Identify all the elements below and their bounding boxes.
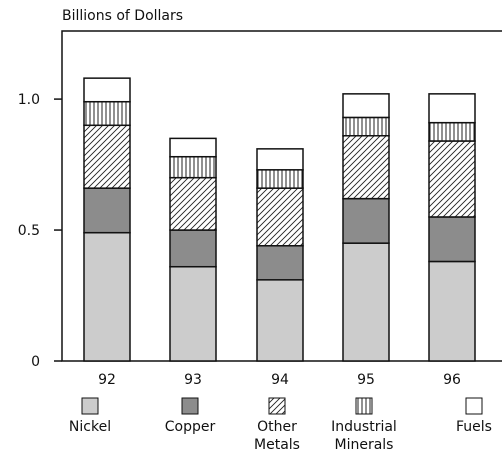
bar-segment [169,176,217,231]
x-tick-label: 94 [271,372,289,388]
bar-segment [83,231,131,362]
legend-label: Industrial Minerals [331,419,397,453]
bar-segment [428,216,476,263]
bar-segment [83,187,131,234]
bar-segment [256,245,304,281]
bar-segment [256,148,304,171]
bar-segment [342,135,390,200]
bar-segment [342,93,390,119]
legend-label: Nickel [68,419,112,435]
y-tick-label: 0.5 [18,223,40,239]
bar-segment [169,229,217,268]
legend-swatch [355,397,373,415]
y-axis-label: Billions of Dollars [62,8,183,24]
bar-segment [256,187,304,247]
bar-segment [169,155,217,179]
y-tick-label: 0 [31,354,40,370]
y-tick-label: 1.0 [18,92,40,108]
bar-segment [169,137,217,158]
x-tick-label: 93 [184,372,202,388]
bar-segment [256,169,304,189]
bar-segment [169,265,217,362]
legend-swatch [81,397,99,415]
bar-segment [83,77,131,103]
bar-segment [428,260,476,362]
legend-swatch [268,397,286,415]
legend-label: Copper [164,419,216,435]
bar-segment [342,242,390,362]
bar-segment [428,121,476,142]
bar-segment [428,140,476,218]
x-tick-label: 95 [357,372,375,388]
bar-segment [342,116,390,137]
legend-label: Other Metals [254,419,300,453]
legend-swatch [181,397,199,415]
bar-segment [83,124,131,189]
bar-segment [428,93,476,124]
legend-swatch [465,397,483,415]
x-tick-label: 92 [98,372,116,388]
x-tick-label: 96 [443,372,461,388]
bar-segment [342,197,390,244]
legend-label: Fuels [456,419,492,435]
bar-segment [83,100,131,127]
bar-segment [256,279,304,362]
